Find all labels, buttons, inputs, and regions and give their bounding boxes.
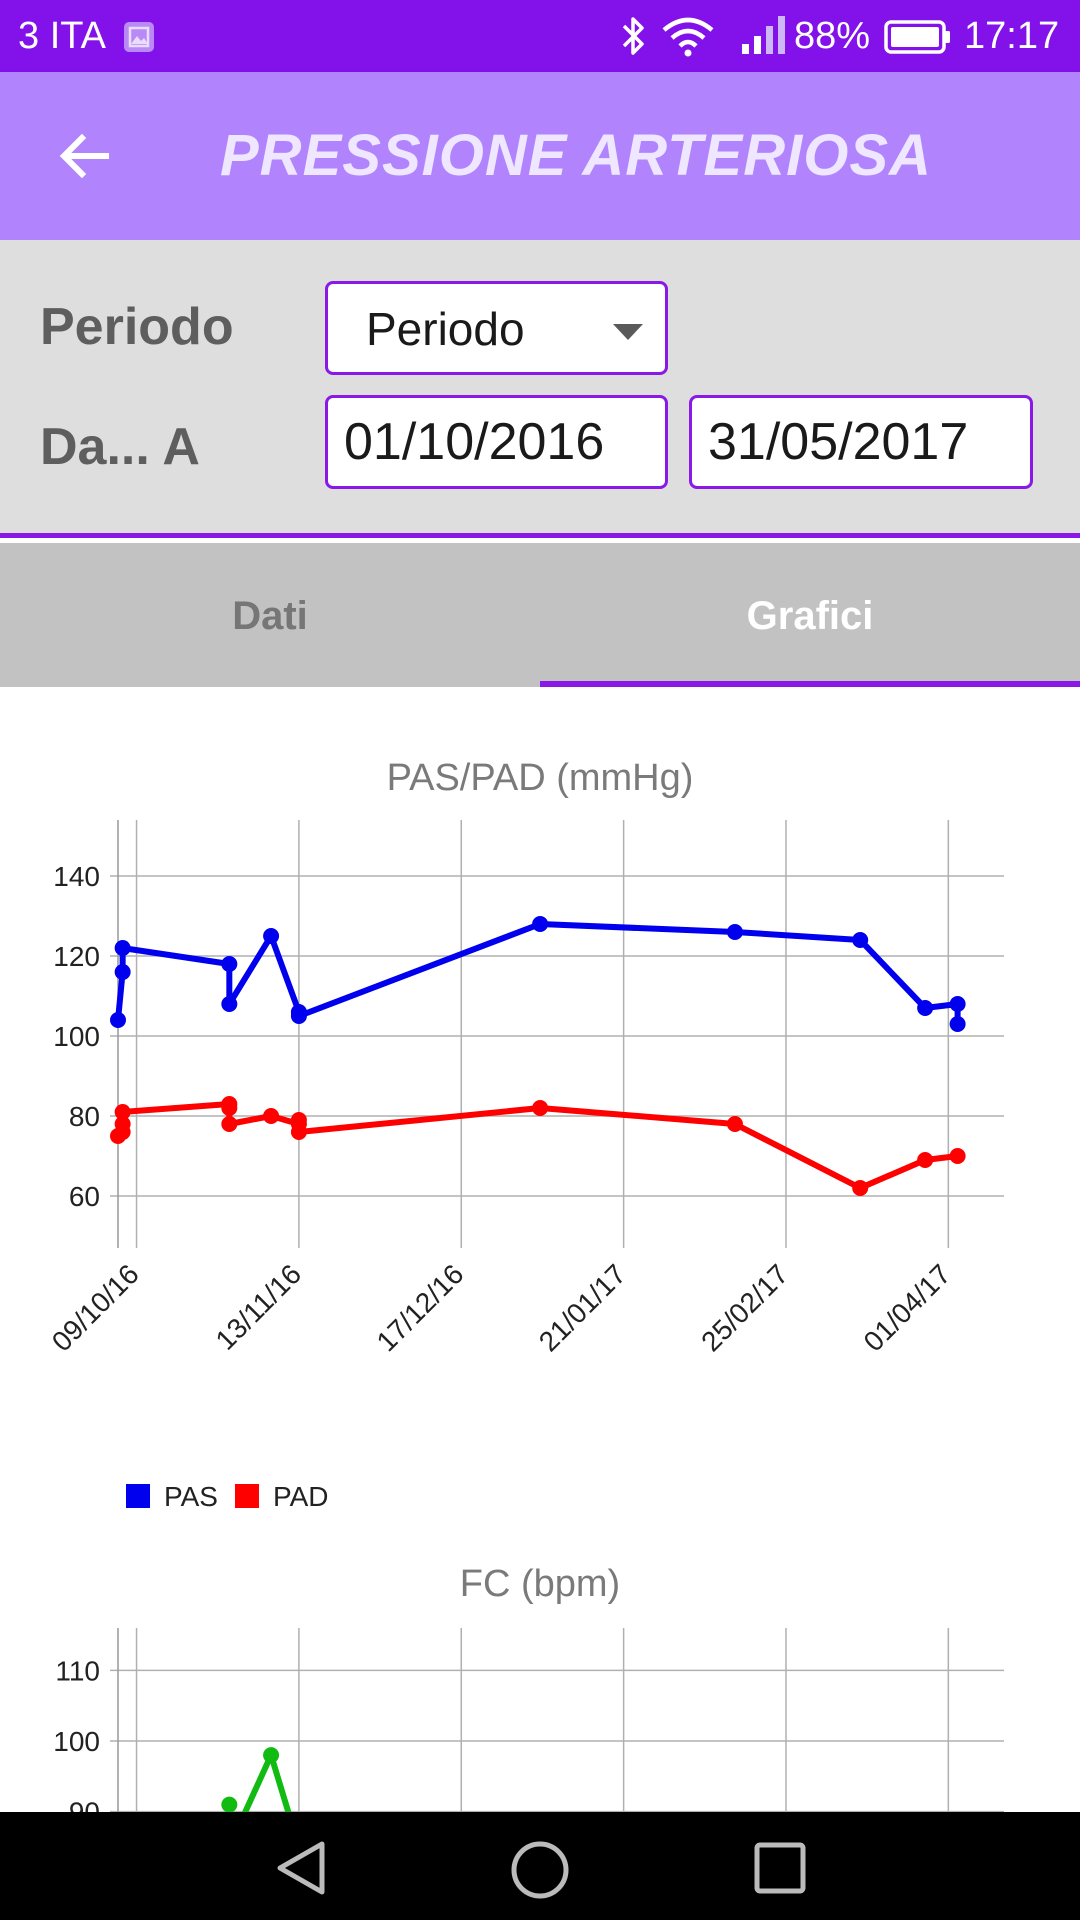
data-point-pas xyxy=(949,1016,966,1032)
battery-icon xyxy=(884,20,950,54)
page-title: PRESSIONE ARTERIOSA xyxy=(220,123,932,188)
legend-swatch-pas xyxy=(126,1484,150,1508)
bp-chart: PAS/PAD (mmHg) 60 80 100 120 140 09/10/16 13/… xyxy=(46,757,1004,1512)
y-tick-label: 110 xyxy=(55,1655,100,1686)
x-tick-label: 13/11/16 xyxy=(210,1258,308,1356)
y-tick-label: 60 xyxy=(69,1181,100,1212)
date-from-field[interactable]: 01/10/2016 xyxy=(325,395,668,489)
y-tick-label: 120 xyxy=(53,941,100,972)
data-point-pas xyxy=(110,1012,126,1028)
active-tab-indicator xyxy=(540,681,1080,687)
gallery-notification-icon xyxy=(124,22,154,52)
bp-chart-legend: PAS PAD xyxy=(126,1481,329,1512)
data-point-pad xyxy=(949,1148,966,1164)
tab-bar: Dati Grafici xyxy=(0,543,1080,687)
data-point-pas xyxy=(114,964,131,980)
data-point-pas xyxy=(221,996,238,1012)
home-nav-icon[interactable] xyxy=(510,1840,570,1900)
data-point-pad xyxy=(852,1180,869,1196)
data-point-pas xyxy=(290,1008,307,1024)
data-point-pad xyxy=(114,1116,131,1132)
fc-chart-series xyxy=(221,1747,292,1812)
data-point-series-0 xyxy=(263,1747,280,1764)
data-point-pad xyxy=(290,1112,307,1128)
legend-label-pad: PAD xyxy=(273,1481,329,1512)
carrier-label: 3 ITA xyxy=(18,15,106,57)
y-tick-label: 140 xyxy=(53,861,100,892)
data-point-pas xyxy=(532,916,549,932)
status-bar: 3 ITA 88% 17:17 xyxy=(0,0,1080,72)
bluetooth-icon xyxy=(622,17,644,55)
data-point-pas xyxy=(221,956,238,972)
charts-area: PAS/PAD (mmHg) 60 80 100 120 140 09/10/16 13/… xyxy=(46,757,1004,1812)
bp-chart-grid xyxy=(110,820,1004,1248)
system-nav-bar xyxy=(0,1812,1080,1920)
x-tick-label: 21/01/17 xyxy=(533,1258,632,1357)
data-point-pad xyxy=(263,1108,280,1124)
data-point-pas xyxy=(917,1000,934,1016)
fc-chart-title: FC (bpm) xyxy=(460,1563,620,1605)
arrow-left-icon[interactable] xyxy=(56,126,116,186)
data-point-series-0 xyxy=(221,1796,238,1812)
data-point-pad xyxy=(917,1152,934,1168)
period-dropdown-value: Periodo xyxy=(366,303,525,355)
data-point-pas xyxy=(949,996,966,1012)
fc-chart: FC (bpm) 90 100 110 xyxy=(53,1563,1004,1812)
period-label: Periodo xyxy=(40,298,234,356)
data-point-pad xyxy=(532,1100,549,1116)
x-tick-label: 17/12/16 xyxy=(371,1258,470,1357)
wifi-icon xyxy=(662,17,714,57)
y-tick-label: 100 xyxy=(53,1726,100,1757)
data-point-pas xyxy=(852,932,869,948)
x-tick-label: 09/10/16 xyxy=(46,1258,145,1357)
signal-icon xyxy=(742,16,785,54)
filter-panel: Periodo Periodo Da... A 01/10/2016 31/05… xyxy=(0,240,1080,538)
data-point-pad xyxy=(290,1124,307,1140)
battery-percent: 88% xyxy=(794,15,871,57)
fc-chart-grid xyxy=(110,1628,1004,1812)
clock: 17:17 xyxy=(964,15,1060,57)
tab-grafici[interactable]: Grafici xyxy=(746,594,874,638)
series-group xyxy=(110,916,966,1196)
series-group xyxy=(221,1747,292,1812)
y-tick-label: 80 xyxy=(69,1101,100,1132)
series-line-pas xyxy=(115,921,961,1024)
tab-dati[interactable]: Dati xyxy=(232,594,308,638)
period-dropdown[interactable]: Periodo xyxy=(325,281,668,375)
data-point-pad xyxy=(221,1116,238,1132)
bp-chart-series xyxy=(110,916,966,1196)
data-point-pas xyxy=(263,928,280,944)
recents-nav-icon[interactable] xyxy=(754,1842,806,1894)
legend-swatch-pad xyxy=(235,1484,259,1508)
back-nav-icon[interactable] xyxy=(272,1840,328,1896)
y-tick-label: 90 xyxy=(69,1797,100,1812)
bp-chart-x-axis: 09/10/16 13/11/16 17/12/16 21/01/17 25/02/17… xyxy=(46,1258,957,1357)
data-point-pas xyxy=(726,924,743,940)
data-point-pad xyxy=(726,1116,743,1132)
fc-chart-y-axis: 90 100 110 xyxy=(53,1655,100,1812)
range-label: Da... A xyxy=(40,418,200,476)
date-to-field[interactable]: 31/05/2017 xyxy=(689,395,1033,489)
data-point-pad xyxy=(114,1104,131,1120)
y-tick-label: 100 xyxy=(53,1021,100,1052)
series-line-series-0 xyxy=(226,1752,292,1812)
caret-down-icon xyxy=(613,324,643,340)
data-point-pas xyxy=(114,940,131,956)
data-point-pad xyxy=(221,1100,238,1116)
bp-chart-y-axis: 60 80 100 120 140 xyxy=(53,861,100,1212)
x-tick-label: 25/02/17 xyxy=(695,1258,794,1357)
x-tick-label: 01/04/17 xyxy=(858,1258,957,1357)
legend-label-pas: PAS xyxy=(164,1481,218,1512)
app-bar: PRESSIONE ARTERIOSA xyxy=(0,72,1080,240)
bp-chart-title: PAS/PAD (mmHg) xyxy=(387,757,694,799)
